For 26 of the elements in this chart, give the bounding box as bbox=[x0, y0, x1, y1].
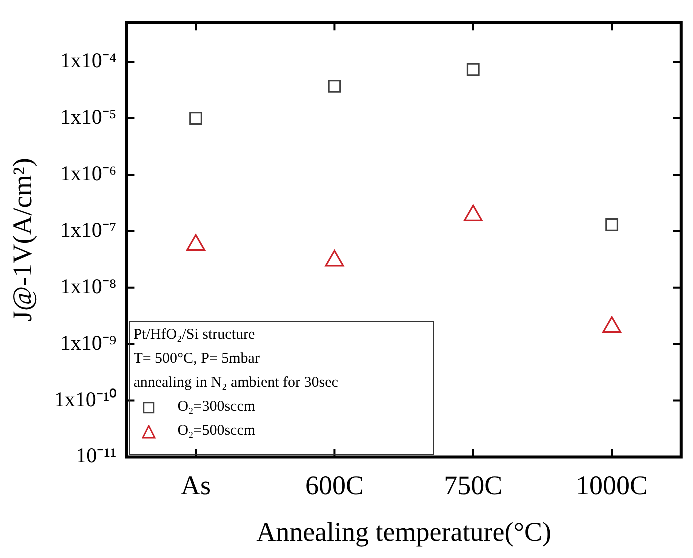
x-tick-label: As bbox=[181, 470, 212, 500]
x-axis-title: Annealing temperature(°C) bbox=[256, 516, 552, 547]
annotation: T= 500°C, P= 5mbar bbox=[134, 351, 261, 368]
point bbox=[325, 250, 344, 267]
legend-label: O₂=500sccm bbox=[178, 423, 256, 440]
annotation: Pt/HfO₂/Si structure bbox=[134, 327, 256, 344]
point bbox=[602, 316, 622, 334]
x-tick-label: 600C bbox=[305, 470, 364, 500]
y-tick-label: 1x10⁻⁸ bbox=[60, 274, 117, 298]
point bbox=[328, 80, 342, 93]
y-tick-label: 1x10⁻¹⁰ bbox=[54, 387, 117, 412]
y-axis-title: J@-1V(A/cm²) bbox=[7, 158, 38, 322]
point bbox=[186, 234, 206, 251]
y-tick-label: 1x10⁻⁷ bbox=[60, 218, 117, 242]
y-tick-label: 1x10⁻⁹ bbox=[60, 330, 117, 355]
y-tick-label: 1x10⁻⁶ bbox=[60, 161, 117, 186]
point bbox=[190, 112, 202, 125]
point bbox=[464, 204, 483, 222]
x-tick-label: 750C bbox=[444, 470, 503, 500]
y-tick-label: 10⁻¹¹ bbox=[76, 444, 117, 468]
x-tick-label: 1000C bbox=[576, 470, 648, 500]
legend-label: O₂=300sccm bbox=[178, 399, 256, 416]
point bbox=[466, 63, 480, 76]
y-tick-label: 1x10⁻⁵ bbox=[60, 105, 117, 130]
y-tick-label: 1x10⁻⁴ bbox=[60, 48, 117, 73]
annotation: annealing in N₂ ambient for 30sec bbox=[134, 375, 340, 392]
